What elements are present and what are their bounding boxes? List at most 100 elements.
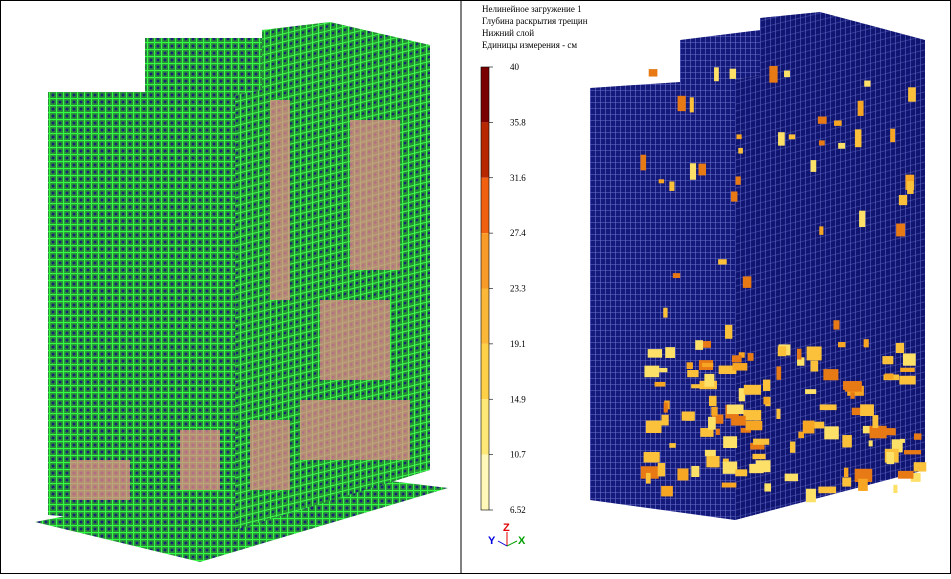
legend: Нелинейное загружение 1 Глубина раскрыти… xyxy=(481,4,588,515)
x-label: X xyxy=(518,535,526,547)
crack-patch xyxy=(806,489,816,503)
crack-patch xyxy=(823,369,838,380)
crack-patch xyxy=(733,363,748,371)
crack-patch xyxy=(665,347,675,358)
crack-patch xyxy=(778,132,785,145)
crack-patch xyxy=(898,471,914,479)
crack-patch xyxy=(776,366,781,379)
crack-patch xyxy=(732,355,742,362)
crack-patch xyxy=(744,385,761,395)
crack-patch xyxy=(803,421,815,434)
crack-patch xyxy=(690,97,694,112)
crack-patch xyxy=(908,87,916,101)
crack-patch xyxy=(900,368,915,372)
crack-patch xyxy=(819,140,825,145)
crack-patch xyxy=(646,473,651,484)
crack-patch xyxy=(893,485,897,493)
crack-patch xyxy=(797,349,802,360)
crack-patch xyxy=(903,353,916,365)
crack-patch xyxy=(872,415,878,428)
crack-patch xyxy=(725,325,732,339)
crack-patch xyxy=(914,433,921,439)
crack-patch xyxy=(819,226,823,235)
crack-patch xyxy=(896,343,904,353)
crack-patch xyxy=(677,468,688,480)
legend-segment xyxy=(481,67,489,122)
crack-patch xyxy=(673,273,680,278)
crack-patch xyxy=(850,392,854,399)
crack-patch xyxy=(763,397,769,405)
legend-level-label: 23.3 xyxy=(510,284,526,294)
legend-segment xyxy=(481,122,489,177)
crack-patch xyxy=(646,421,662,433)
crack-patch xyxy=(778,346,786,356)
crack-patch xyxy=(834,120,842,125)
crack-patch xyxy=(718,259,727,264)
crack-patch xyxy=(833,320,839,329)
legend-level-label: 31.6 xyxy=(510,173,526,183)
legend-segment xyxy=(481,289,489,344)
crack-patch xyxy=(669,443,675,448)
crack-patch xyxy=(663,308,667,318)
legend-segment xyxy=(481,233,489,288)
crack-patch xyxy=(811,361,819,372)
crack-patch xyxy=(900,439,905,443)
crack-patch xyxy=(860,404,874,416)
crack-patch xyxy=(784,71,790,78)
crack-patch xyxy=(669,181,674,190)
crack-patch xyxy=(896,224,905,237)
crack-patch xyxy=(864,339,869,347)
crack-patch xyxy=(869,440,873,446)
crack-patch xyxy=(659,368,667,372)
crack-patch xyxy=(818,117,827,124)
crack-patch xyxy=(752,454,765,459)
crack-patch xyxy=(644,366,659,378)
crack-patch xyxy=(899,376,915,385)
crack-patch xyxy=(661,415,668,426)
right-model xyxy=(590,12,926,520)
crack-patch xyxy=(882,356,893,364)
crack-patch xyxy=(805,389,816,394)
crack-patch xyxy=(790,442,795,453)
crack-patch xyxy=(748,353,754,361)
crack-patch xyxy=(838,143,845,149)
crack-patch xyxy=(736,134,741,139)
crack-patch xyxy=(785,474,798,482)
crack-patch xyxy=(743,410,761,421)
crack-patch xyxy=(743,276,752,288)
crack-patch xyxy=(807,346,822,360)
legend-title: Нелинейное загружение 1 xyxy=(482,4,582,14)
crack-patch xyxy=(695,340,703,350)
crack-patch xyxy=(820,404,837,410)
crack-patch xyxy=(702,363,713,367)
crack-patch xyxy=(885,373,894,379)
crack-patch xyxy=(661,486,673,497)
x-axis xyxy=(507,541,517,546)
legend-level-label: 10.7 xyxy=(510,450,526,460)
crack-patch xyxy=(658,463,665,476)
crack-patch xyxy=(714,67,719,81)
crack-patch xyxy=(789,134,795,139)
legend-segment xyxy=(481,455,489,510)
crack-patch xyxy=(648,349,662,358)
crack-patch xyxy=(716,429,720,435)
crack-patch xyxy=(844,468,848,477)
crack-patch xyxy=(704,374,714,387)
legend-title: Единицы измерения - см xyxy=(482,40,577,50)
legend-level-label: 27.4 xyxy=(510,228,526,238)
crack-patch xyxy=(907,181,914,194)
front-face xyxy=(48,38,262,530)
crack-patch xyxy=(813,422,824,429)
legend-level-label: 35.8 xyxy=(510,117,526,127)
legend-level-label: 40 xyxy=(510,62,520,72)
crack-patch xyxy=(678,96,686,111)
legend-title: Нижний слой xyxy=(482,28,534,38)
crack-patch xyxy=(730,69,736,79)
crack-patch xyxy=(644,452,660,463)
crack-patch xyxy=(664,403,668,413)
legend-segment xyxy=(481,399,489,454)
crack-patch xyxy=(727,405,744,415)
crack-patch xyxy=(776,409,780,419)
crack-patch xyxy=(824,426,839,439)
crack-patch xyxy=(687,362,693,369)
